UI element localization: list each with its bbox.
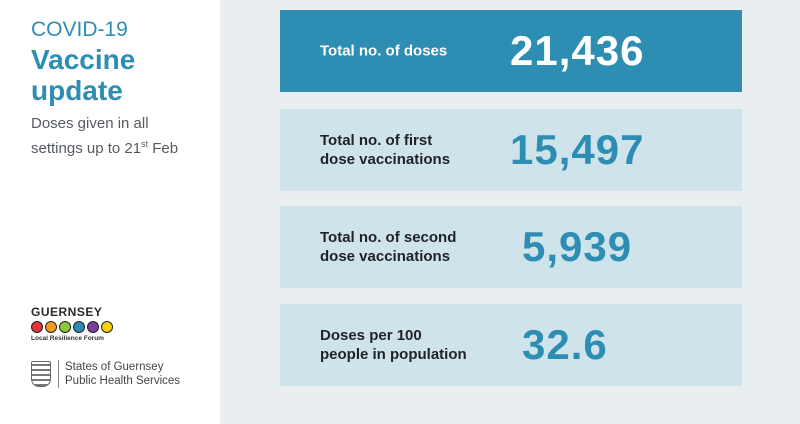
- stat-label: Doses per 100 people in population: [320, 327, 467, 363]
- logo-line-2: Public Health Services: [65, 375, 181, 387]
- logo-dot: [101, 321, 113, 333]
- stat-card-first-dose: Total no. of first dose vaccinations 15,…: [280, 109, 742, 191]
- logo-dots: [31, 321, 113, 333]
- stat-label: Total no. of doses: [320, 42, 448, 60]
- stat-label: Total no. of first dose vaccinations: [320, 132, 451, 168]
- stat-card-second-dose: Total no. of second dose vaccinations 5,…: [280, 206, 742, 288]
- stat-card-doses-per-100: Doses per 100 people in population 32.6: [280, 304, 742, 386]
- stat-card-total-doses: Total no. of doses 21,436: [280, 10, 742, 92]
- subtitle-end: Feb: [148, 140, 179, 157]
- states-of-guernsey-logo: States of Guernsey Public Health Service…: [31, 360, 180, 388]
- logo-dot: [59, 321, 71, 333]
- logo-divider: [58, 360, 59, 388]
- left-panel: COVID-19 Vaccine update Doses given in a…: [0, 0, 220, 424]
- stat-label: Total no. of second dose vaccinations: [320, 229, 457, 265]
- logo-tagline: Local Resilience Forum: [31, 335, 104, 342]
- logo-dot: [45, 321, 57, 333]
- logo-line-1: States of Guernsey: [65, 361, 164, 373]
- subtitle: Doses given in all settings up to 21st F…: [31, 114, 201, 159]
- logo-text: States of Guernsey Public Health Service…: [65, 360, 180, 388]
- stat-value: 32.6: [522, 321, 608, 368]
- kicker-title: COVID-19: [31, 18, 128, 41]
- logo-dot: [73, 321, 85, 333]
- resilience-forum-logo: GUERNSEY Local Resilience Forum: [31, 305, 113, 342]
- crest-icon: [31, 361, 51, 387]
- stat-value: 21,436: [510, 27, 645, 74]
- logo-wordmark: GUERNSEY: [31, 305, 103, 319]
- logo-dot: [87, 321, 99, 333]
- subtitle-main: Doses given in all settings up to 21: [31, 115, 149, 157]
- subtitle-ordinal: st: [141, 139, 149, 149]
- page-title: Vaccine update: [31, 44, 136, 106]
- stat-value: 15,497: [510, 126, 645, 173]
- logo-dot: [31, 321, 43, 333]
- stat-value: 5,939: [522, 223, 633, 270]
